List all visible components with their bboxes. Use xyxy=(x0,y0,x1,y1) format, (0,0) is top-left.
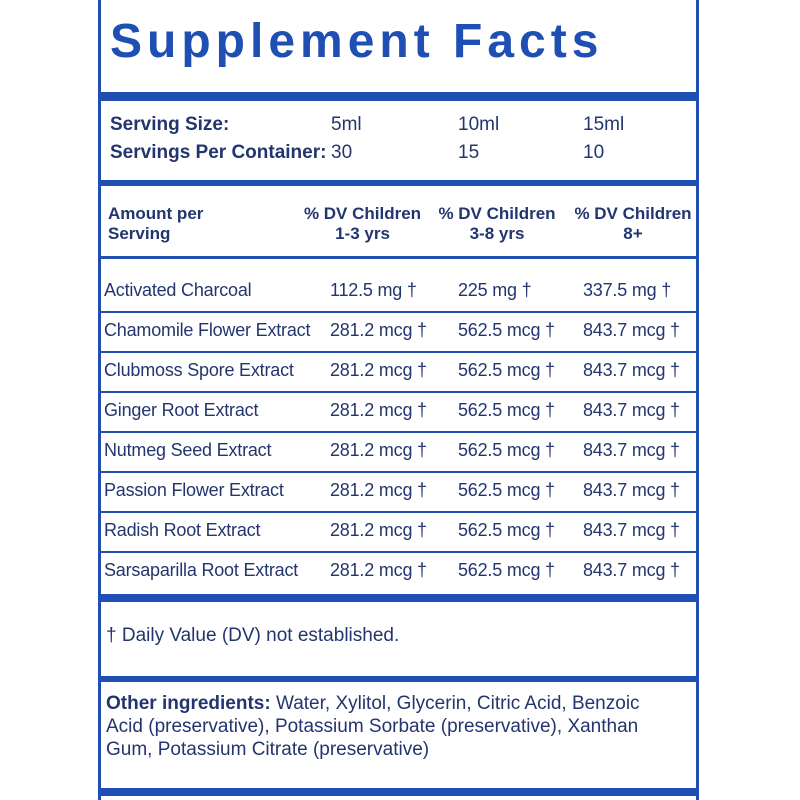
ingredient-amount: 562.5 mcg † xyxy=(458,440,555,460)
ingredient-amount: 843.7 mcg † xyxy=(583,400,680,420)
column-header: % DV Children 8+ xyxy=(574,204,692,243)
other-ingredients-label: Other ingredients: xyxy=(106,693,271,714)
column-header: Amount per Serving xyxy=(108,204,204,243)
ingredient-name: Chamomile Flower Extract xyxy=(104,320,311,340)
row-separator xyxy=(98,391,699,393)
serving-label: Serving Size: xyxy=(110,114,230,135)
border-right xyxy=(696,0,699,800)
serving-label: Servings Per Container: xyxy=(110,142,327,163)
ingredient-amount: 281.2 mcg † xyxy=(330,440,427,460)
column-header: % DV Children 3-8 yrs xyxy=(438,204,556,243)
divider xyxy=(98,180,699,186)
ingredient-amount: 843.7 mcg † xyxy=(583,360,680,380)
ingredient-amount: 562.5 mcg † xyxy=(458,480,555,500)
divider xyxy=(98,92,699,101)
ingredient-amount: 562.5 mcg † xyxy=(458,560,555,580)
ingredient-amount: 843.7 mcg † xyxy=(583,320,680,340)
ingredient-amount: 281.2 mcg † xyxy=(330,560,427,580)
ingredient-name: Passion Flower Extract xyxy=(104,480,284,500)
other-ingredients: Other ingredients: Water, Xylitol, Glyce… xyxy=(106,692,666,761)
ingredient-amount: 843.7 mcg † xyxy=(583,480,680,500)
row-separator xyxy=(98,511,699,513)
ingredient-amount: 281.2 mcg † xyxy=(330,480,427,500)
ingredient-amount: 281.2 mcg † xyxy=(330,520,427,540)
ingredient-amount: 112.5 mg † xyxy=(330,280,417,300)
divider xyxy=(98,256,699,259)
ingredient-amount: 337.5 mg † xyxy=(583,280,672,300)
ingredient-name: Activated Charcoal xyxy=(104,280,252,300)
column-header: % DV Children 1-3 yrs xyxy=(303,204,422,243)
ingredient-name: Nutmeg Seed Extract xyxy=(104,440,272,460)
ingredient-name: Radish Root Extract xyxy=(104,520,261,540)
divider xyxy=(98,788,699,796)
ingredient-amount: 562.5 mcg † xyxy=(458,360,555,380)
ingredient-amount: 225 mg † xyxy=(458,280,532,300)
ingredient-amount: 562.5 mcg † xyxy=(458,520,555,540)
serving-value: 15 xyxy=(458,142,480,163)
row-separator xyxy=(98,351,699,353)
serving-value: 15ml xyxy=(583,114,625,135)
row-separator xyxy=(98,311,699,313)
ingredient-amount: 562.5 mcg † xyxy=(458,400,555,420)
footnote: † Daily Value (DV) not established. xyxy=(106,625,400,646)
serving-value: 10 xyxy=(583,142,605,163)
title: Supplement Facts xyxy=(110,15,604,68)
ingredient-amount: 843.7 mcg † xyxy=(583,520,680,540)
ingredient-amount: 281.2 mcg † xyxy=(330,320,427,340)
ingredient-name: Ginger Root Extract xyxy=(104,400,259,420)
row-separator xyxy=(98,471,699,473)
serving-value: 10ml xyxy=(458,114,500,135)
ingredient-amount: 281.2 mcg † xyxy=(330,400,427,420)
divider xyxy=(98,676,699,682)
serving-value: 30 xyxy=(331,142,353,163)
divider xyxy=(98,594,699,602)
row-separator xyxy=(98,551,699,553)
ingredient-amount: 562.5 mcg † xyxy=(458,320,555,340)
ingredient-name: Sarsaparilla Root Extract xyxy=(104,560,299,580)
serving-value: 5ml xyxy=(331,114,362,135)
ingredient-name: Clubmoss Spore Extract xyxy=(104,360,294,380)
ingredient-amount: 281.2 mcg † xyxy=(330,360,427,380)
ingredient-amount: 843.7 mcg † xyxy=(583,560,680,580)
row-separator xyxy=(98,431,699,433)
ingredient-amount: 843.7 mcg † xyxy=(583,440,680,460)
other-ingredients-text: Water, Xylitol, Glycerin, Citric Acid, B… xyxy=(106,693,640,760)
border-left xyxy=(98,0,101,800)
